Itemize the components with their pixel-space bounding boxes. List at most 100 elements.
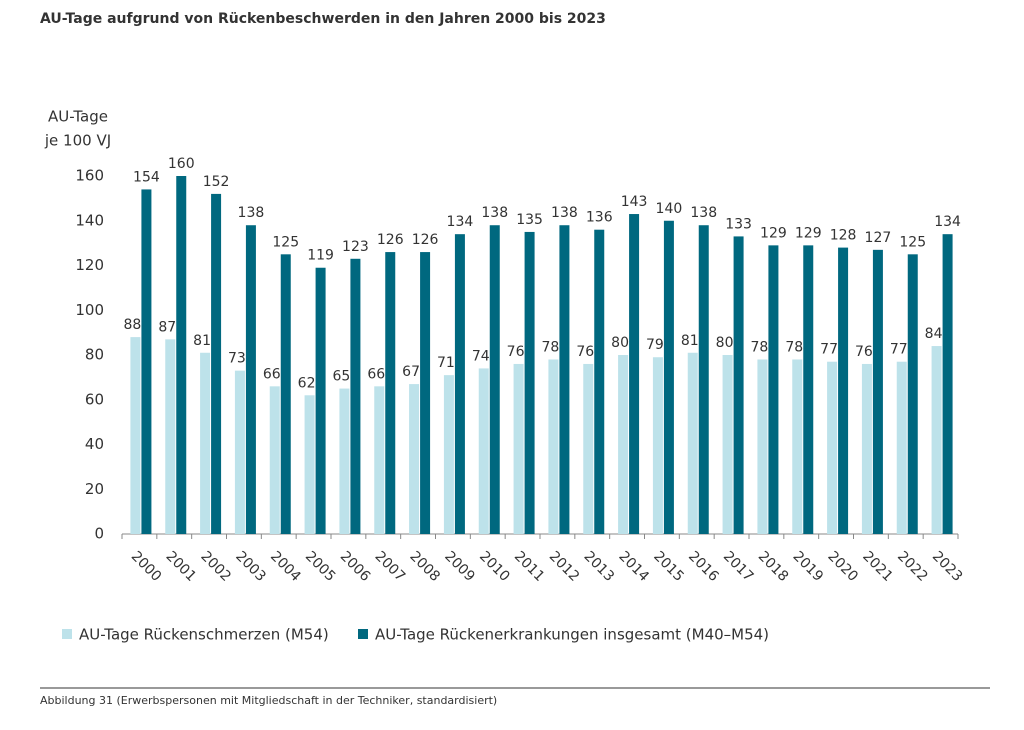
y-axis-label: AU-Tage bbox=[48, 108, 108, 126]
value-label: 138 bbox=[690, 205, 717, 221]
bar bbox=[304, 395, 315, 534]
value-label: 126 bbox=[377, 232, 404, 248]
bar bbox=[827, 361, 838, 534]
x-tick-label: 2017 bbox=[720, 548, 757, 585]
value-label: 78 bbox=[785, 339, 803, 355]
value-label: 65 bbox=[333, 369, 351, 385]
y-tick-label: 80 bbox=[85, 346, 104, 364]
bar bbox=[931, 346, 942, 534]
bar bbox=[687, 352, 698, 534]
bar bbox=[722, 355, 733, 534]
bar bbox=[454, 234, 465, 535]
value-label: 81 bbox=[681, 333, 699, 349]
x-tick-label: 2019 bbox=[790, 548, 827, 585]
x-tick-label: 2011 bbox=[511, 548, 548, 585]
bar bbox=[176, 176, 187, 534]
legend-label: AU-Tage Rückenschmerzen (M54) bbox=[79, 626, 329, 644]
bar bbox=[211, 193, 222, 534]
x-tick-label: 2005 bbox=[302, 548, 339, 585]
value-label: 119 bbox=[307, 248, 334, 264]
y-tick-label: 140 bbox=[75, 211, 104, 229]
bar bbox=[443, 375, 454, 534]
bar bbox=[269, 386, 280, 534]
value-label: 125 bbox=[899, 234, 926, 250]
value-label: 138 bbox=[238, 205, 265, 221]
bar bbox=[165, 339, 176, 534]
value-label: 67 bbox=[402, 364, 420, 380]
bar bbox=[594, 229, 605, 534]
value-label: 135 bbox=[516, 212, 543, 228]
value-label: 125 bbox=[272, 234, 299, 250]
bar bbox=[907, 254, 918, 534]
value-label: 134 bbox=[447, 214, 474, 230]
value-label: 129 bbox=[760, 225, 787, 241]
value-label: 152 bbox=[203, 174, 230, 190]
bar bbox=[733, 236, 744, 534]
bar bbox=[280, 254, 291, 534]
bar bbox=[478, 368, 489, 534]
value-label: 134 bbox=[934, 214, 961, 230]
value-label: 80 bbox=[716, 335, 734, 351]
value-label: 74 bbox=[472, 348, 490, 364]
value-label: 154 bbox=[133, 169, 160, 185]
value-label: 138 bbox=[481, 205, 508, 221]
value-label: 127 bbox=[865, 230, 892, 246]
value-label: 76 bbox=[855, 344, 873, 360]
y-tick-label: 160 bbox=[75, 167, 104, 185]
x-tick-label: 2003 bbox=[232, 548, 269, 585]
bar bbox=[803, 245, 814, 535]
bar bbox=[524, 231, 535, 534]
value-label: 66 bbox=[367, 366, 385, 382]
value-label: 160 bbox=[168, 156, 195, 172]
value-label: 136 bbox=[586, 210, 613, 226]
x-tick-label: 2015 bbox=[650, 548, 687, 585]
bar bbox=[548, 359, 559, 534]
y-tick-label: 60 bbox=[85, 390, 104, 408]
y-tick-label: 40 bbox=[85, 435, 104, 453]
y-tick-label: 20 bbox=[85, 480, 104, 498]
x-tick-label: 2023 bbox=[929, 548, 966, 585]
value-label: 123 bbox=[342, 239, 369, 255]
x-tick-label: 2020 bbox=[824, 548, 861, 585]
x-tick-label: 2002 bbox=[197, 548, 234, 585]
value-label: 78 bbox=[542, 339, 560, 355]
bar bbox=[872, 249, 883, 534]
value-label: 128 bbox=[830, 228, 857, 244]
bar bbox=[339, 388, 350, 534]
value-label: 76 bbox=[576, 344, 594, 360]
bar bbox=[698, 225, 709, 534]
x-tick-label: 2009 bbox=[441, 548, 478, 585]
y-tick-label: 120 bbox=[75, 256, 104, 274]
x-tick-label: 2006 bbox=[337, 548, 374, 585]
bar bbox=[629, 214, 640, 534]
value-label: 73 bbox=[228, 351, 246, 367]
bar bbox=[757, 359, 768, 534]
value-label: 133 bbox=[725, 216, 752, 232]
value-label: 138 bbox=[551, 205, 578, 221]
bar bbox=[768, 245, 779, 535]
bar bbox=[234, 370, 245, 534]
bar bbox=[489, 225, 500, 534]
x-tick-label: 2013 bbox=[581, 548, 618, 585]
x-tick-label: 2007 bbox=[372, 548, 409, 585]
bar bbox=[420, 252, 431, 534]
x-tick-label: 2016 bbox=[685, 548, 722, 585]
bar bbox=[618, 355, 629, 534]
x-tick-label: 2010 bbox=[476, 548, 513, 585]
value-label: 81 bbox=[193, 333, 211, 349]
value-label: 126 bbox=[412, 232, 439, 248]
bar bbox=[315, 267, 326, 534]
x-tick-label: 2008 bbox=[406, 548, 443, 585]
bar bbox=[130, 337, 141, 534]
y-axis-label: je 100 VJ bbox=[44, 132, 111, 150]
x-tick-label: 2022 bbox=[894, 548, 931, 585]
bar bbox=[792, 359, 803, 534]
value-label: 84 bbox=[925, 326, 943, 342]
bar bbox=[896, 361, 907, 534]
value-label: 62 bbox=[298, 375, 316, 391]
bar bbox=[409, 384, 420, 534]
value-label: 66 bbox=[263, 366, 281, 382]
bar bbox=[663, 220, 674, 534]
bar bbox=[350, 258, 361, 534]
